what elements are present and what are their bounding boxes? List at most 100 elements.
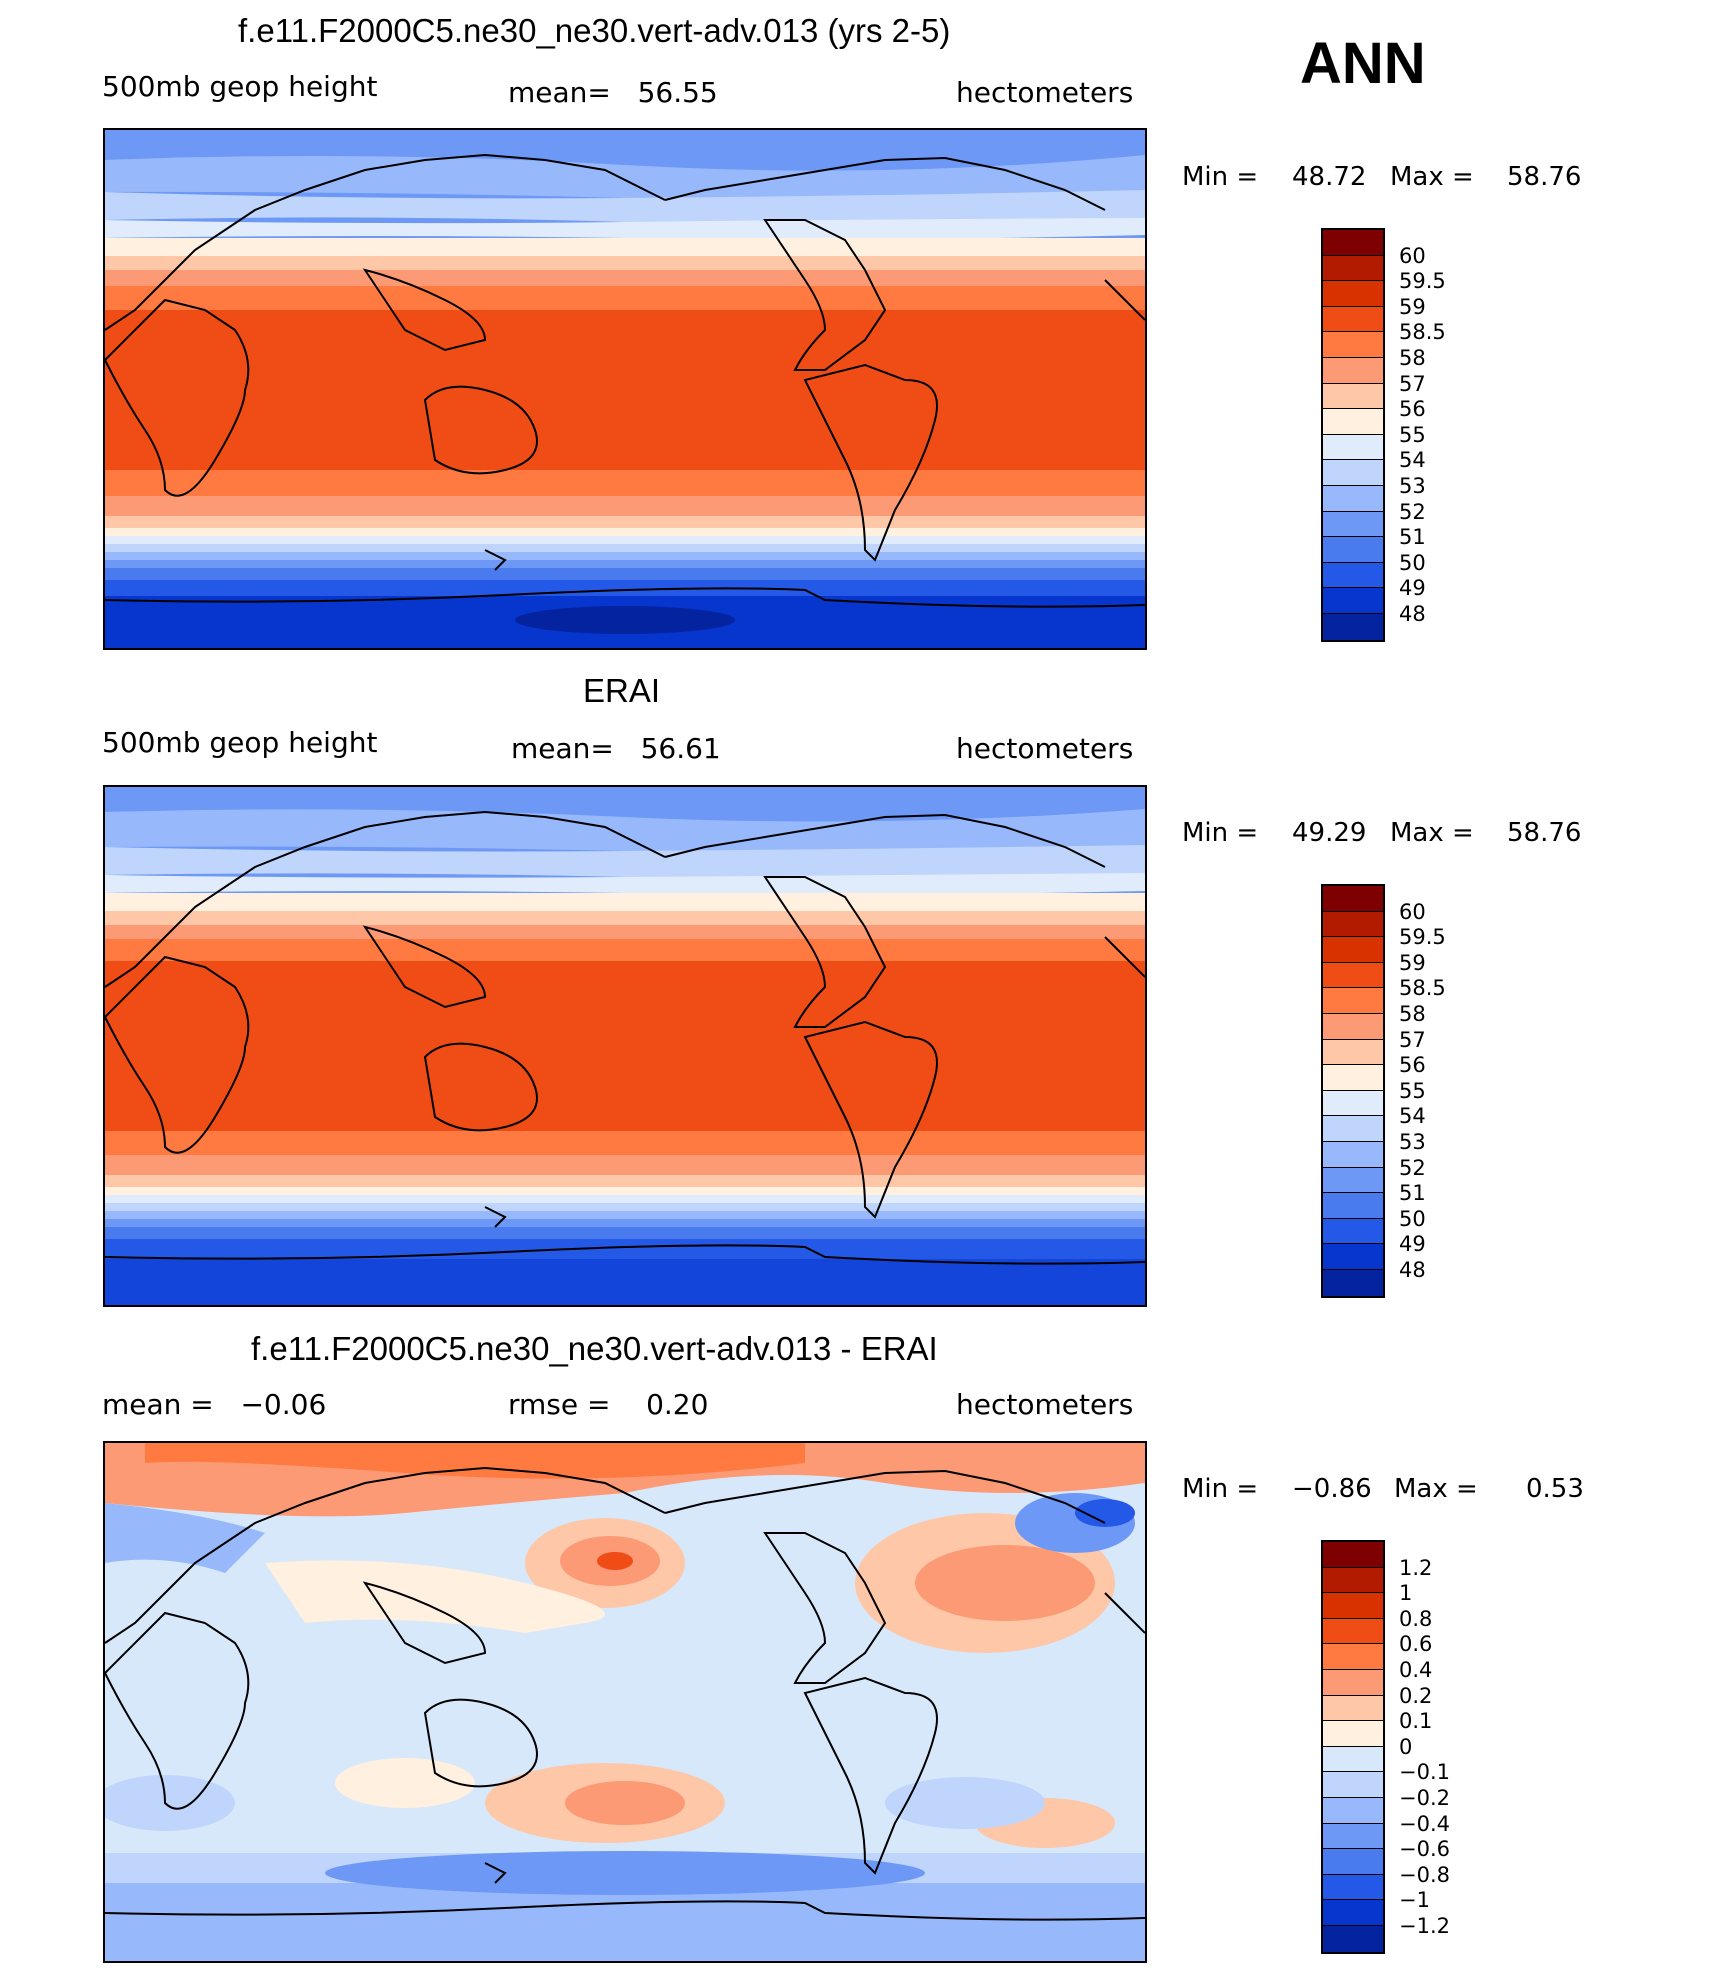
colorbar-swatch bbox=[1323, 1542, 1383, 1568]
colorbar-tick-label: 54 bbox=[1399, 1104, 1426, 1129]
panel-model-min-label: Min = bbox=[1182, 162, 1259, 192]
colorbar-tick-label: 48 bbox=[1399, 602, 1426, 626]
colorbar-swatch bbox=[1323, 460, 1383, 486]
colorbar-tick-label: 52 bbox=[1399, 499, 1426, 524]
diff-map-plot bbox=[105, 1443, 1145, 1961]
panel-obs-min-value: 49.29 bbox=[1292, 818, 1367, 848]
colorbar-swatch bbox=[1323, 1746, 1383, 1773]
colorbar-swatch bbox=[1323, 485, 1383, 512]
colorbar-swatch bbox=[1323, 1218, 1383, 1245]
panel-model-map bbox=[103, 128, 1147, 650]
panel-obs-map bbox=[103, 785, 1147, 1307]
panel-diff-title: f.e11.F2000C5.ne30_ne30.vert-adv.013 - E… bbox=[251, 1330, 938, 1367]
colorbar-tick-label: 51 bbox=[1399, 525, 1426, 550]
colorbar-tick-label: 59.5 bbox=[1399, 925, 1446, 950]
panel-diff-max-label: Max = bbox=[1394, 1474, 1478, 1504]
colorbar-swatch bbox=[1323, 937, 1383, 963]
colorbar-boxes bbox=[1321, 884, 1385, 1298]
colorbar-tick-label: 49 bbox=[1399, 1232, 1426, 1257]
colorbar-swatch bbox=[1323, 1013, 1383, 1040]
colorbar-boxes bbox=[1321, 228, 1385, 642]
colorbar-swatch bbox=[1323, 1567, 1383, 1594]
colorbar-swatch bbox=[1323, 1925, 1383, 1952]
colorbar-swatch bbox=[1323, 383, 1383, 410]
colorbar-swatch bbox=[1323, 1669, 1383, 1696]
colorbar-tick-label: 53 bbox=[1399, 474, 1426, 498]
colorbar-tick-label: 57 bbox=[1399, 1027, 1426, 1052]
colorbar-tick-label: 48 bbox=[1399, 1258, 1426, 1282]
colorbar-swatch bbox=[1323, 230, 1383, 256]
colorbar-swatch bbox=[1323, 332, 1383, 358]
colorbar-tick-label: 1.2 bbox=[1399, 1555, 1433, 1580]
colorbar-tick-label: 1 bbox=[1399, 1581, 1413, 1606]
colorbar-tick-label: 50 bbox=[1399, 550, 1426, 575]
colorbar-swatch bbox=[1323, 1618, 1383, 1645]
colorbar-swatch bbox=[1323, 1193, 1383, 1219]
colorbar-swatch bbox=[1323, 1141, 1383, 1168]
panel-model-mean: mean= 56.55 bbox=[508, 76, 718, 109]
panel-obs-max-label: Max = bbox=[1390, 818, 1474, 848]
panel-obs-min-label: Min = bbox=[1182, 818, 1259, 848]
panel-diff-max-value: 0.53 bbox=[1526, 1474, 1584, 1504]
colorbar-tick-label: 58.5 bbox=[1399, 320, 1446, 345]
colorbar-swatch bbox=[1323, 409, 1383, 435]
colorbar-swatch bbox=[1323, 886, 1383, 912]
colorbar-swatch bbox=[1323, 1039, 1383, 1066]
panel-obs-left-label: 500mb geop height bbox=[102, 726, 378, 759]
colorbar-tick-label: 0 bbox=[1399, 1734, 1413, 1759]
colorbar-tick-label: 54 bbox=[1399, 448, 1426, 473]
colorbar-swatch bbox=[1323, 613, 1383, 640]
colorbar-swatch bbox=[1323, 281, 1383, 307]
colorbar-swatch bbox=[1323, 1116, 1383, 1142]
colorbar-tick-label: 57 bbox=[1399, 371, 1426, 396]
colorbar-swatch bbox=[1323, 1849, 1383, 1875]
colorbar-swatch bbox=[1323, 562, 1383, 589]
colorbar-tick-label: 55 bbox=[1399, 1078, 1426, 1103]
colorbar-swatch bbox=[1323, 988, 1383, 1014]
panel-model-max-label: Max = bbox=[1390, 162, 1474, 192]
colorbar-swatch bbox=[1323, 306, 1383, 333]
panel-model-title: f.e11.F2000C5.ne30_ne30.vert-adv.013 (yr… bbox=[238, 12, 951, 49]
colorbar-swatch bbox=[1323, 1695, 1383, 1722]
colorbar-tick-label: 58.5 bbox=[1399, 976, 1446, 1001]
panel-diff-min-label: Min = bbox=[1182, 1474, 1259, 1504]
colorbar-swatch bbox=[1323, 1090, 1383, 1117]
colorbar-tick-label: −0.8 bbox=[1399, 1862, 1450, 1887]
colorbar-tick-label: 58 bbox=[1399, 1002, 1426, 1026]
colorbar-swatch bbox=[1323, 511, 1383, 538]
panel-obs-title: ERAI bbox=[583, 672, 661, 709]
colorbar-tick-label: 0.1 bbox=[1399, 1709, 1433, 1734]
colorbar-swatch bbox=[1323, 1593, 1383, 1619]
model-map-plot bbox=[105, 130, 1145, 648]
colorbar-swatch bbox=[1323, 1900, 1383, 1926]
colorbar-tick-label: −0.2 bbox=[1399, 1786, 1450, 1810]
colorbar-swatch bbox=[1323, 1721, 1383, 1747]
panel-diff-mean: mean = −0.06 bbox=[102, 1388, 327, 1421]
colorbar-swatch bbox=[1323, 588, 1383, 614]
colorbar-swatch bbox=[1323, 1823, 1383, 1850]
colorbar-tick-label: 59 bbox=[1399, 950, 1426, 975]
colorbar-tick-label: −1.2 bbox=[1399, 1914, 1450, 1938]
colorbar-tick-label: 0.6 bbox=[1399, 1632, 1433, 1657]
colorbar-tick-label: 60 bbox=[1399, 899, 1426, 924]
colorbar-swatch bbox=[1323, 1244, 1383, 1270]
panel-obs-units: hectometers bbox=[956, 732, 1134, 765]
panel-diff-min-value: −0.86 bbox=[1292, 1474, 1372, 1504]
obs-map-plot bbox=[105, 787, 1145, 1305]
colorbar-boxes bbox=[1321, 1540, 1385, 1954]
colorbar-swatch bbox=[1323, 1797, 1383, 1824]
colorbar-tick-label: 56 bbox=[1399, 397, 1426, 422]
panel-model-units: hectometers bbox=[956, 76, 1134, 109]
colorbar-tick-label: 53 bbox=[1399, 1130, 1426, 1154]
colorbar-tick-label: 0.8 bbox=[1399, 1606, 1433, 1631]
colorbar-tick-label: 49 bbox=[1399, 576, 1426, 601]
panel-obs-mean: mean= 56.61 bbox=[511, 732, 721, 765]
colorbar-swatch bbox=[1323, 434, 1383, 461]
colorbar-tick-label: 60 bbox=[1399, 243, 1426, 268]
colorbar-tick-label: −0.1 bbox=[1399, 1760, 1450, 1785]
colorbar-tick-label: −0.4 bbox=[1399, 1811, 1450, 1836]
panel-obs-max-value: 58.76 bbox=[1507, 818, 1582, 848]
colorbar-tick-label: 56 bbox=[1399, 1053, 1426, 1078]
colorbar-swatch bbox=[1323, 911, 1383, 938]
colorbar-swatch bbox=[1323, 1269, 1383, 1296]
